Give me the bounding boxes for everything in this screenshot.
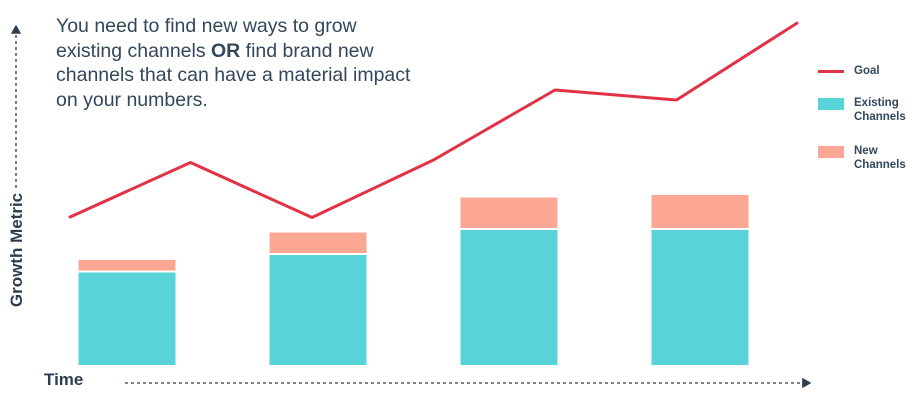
legend-label-goal: Goal [854,65,880,77]
bars-layer [78,195,749,365]
annotation-part-2: find brand new channels that can have a … [56,39,411,111]
legend-label-existing-channels: Existing Channels [854,97,906,123]
bar-new-channels-2 [269,232,367,253]
goal-line-layer [68,21,799,219]
legend-swatch-existing-channels [818,98,844,110]
bar-new-channels-4 [651,195,749,228]
annotation-part-1: You need to find new ways to grow existi… [56,15,357,62]
bar-new-channels-1 [78,260,176,271]
bar-existing-channels-1 [78,272,176,365]
bar-new-channels-3 [460,197,558,228]
x-axis-label: Time [44,370,84,389]
bar-existing-channels-4 [651,230,749,365]
legend-swatch-new-channels [818,146,844,158]
legend-swatch-goal [818,70,844,73]
annotation-emphasis: OR [211,39,241,62]
legend-label-new-channels: New Channels [854,145,906,171]
bar-existing-channels-2 [269,255,367,365]
bar-existing-channels-3 [460,230,558,365]
y-axis-label: Growth Metric [7,192,26,308]
annotation-text: You need to find new ways to grow existi… [56,14,416,112]
